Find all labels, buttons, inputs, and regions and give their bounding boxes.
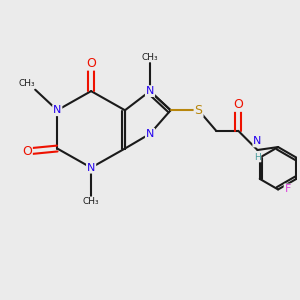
Text: CH₃: CH₃ (142, 53, 158, 62)
Text: CH₃: CH₃ (83, 197, 99, 206)
Text: N: N (146, 129, 154, 139)
Text: O: O (233, 98, 243, 111)
Text: N: N (87, 163, 95, 173)
Text: O: O (22, 145, 32, 158)
Text: H: H (254, 153, 261, 162)
Text: N: N (253, 136, 262, 146)
Text: O: O (86, 57, 96, 70)
Text: CH₃: CH₃ (19, 79, 35, 88)
Text: N: N (146, 86, 154, 96)
Text: N: N (53, 105, 61, 115)
Text: S: S (195, 104, 203, 117)
Text: F: F (285, 184, 291, 194)
